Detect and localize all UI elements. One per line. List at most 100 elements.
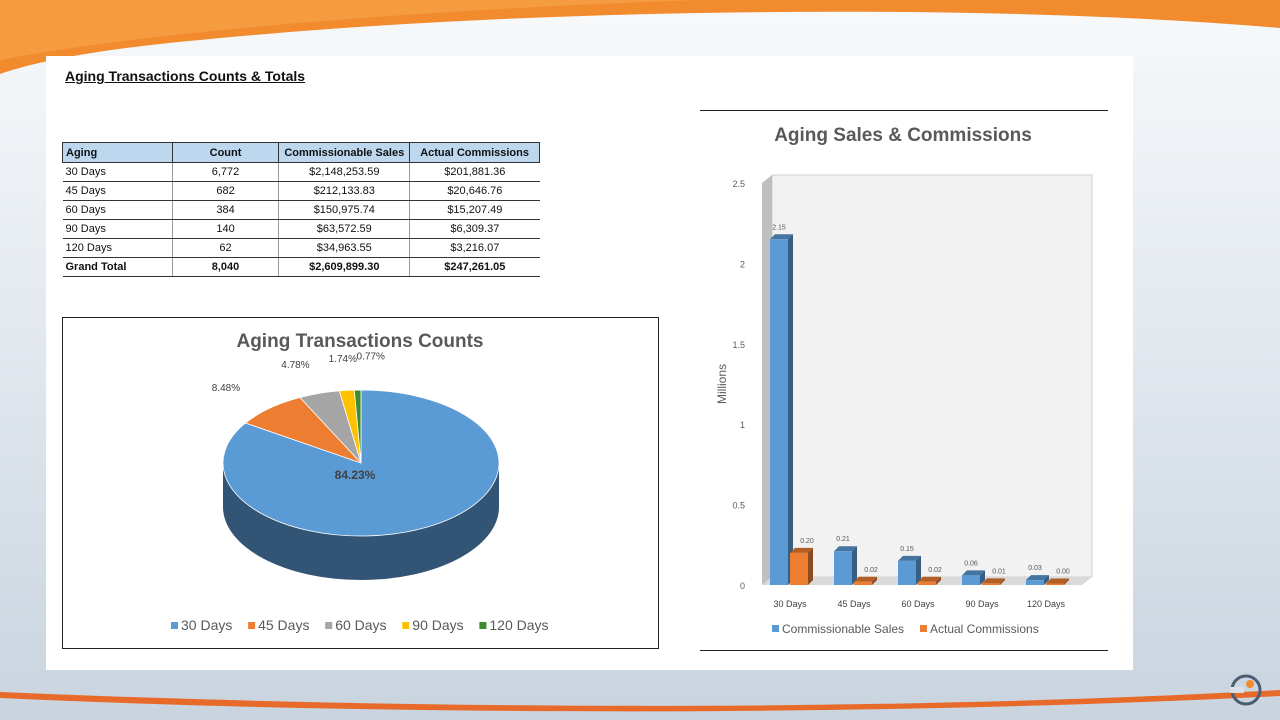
y-tick-label: 2.5 [732,179,745,189]
cell-count: 384 [171,200,279,220]
pie-chart: Aging Transactions Counts 84.23% 8.48% 4.7… [171,331,549,633]
bar-commissionable-sales-120-days [1026,580,1044,585]
bar-top [962,570,985,576]
bar-data-label: 0.20 [800,538,814,545]
legend-swatch [171,622,178,629]
bar-actual-commissions-30-days [790,552,808,585]
plot-side-wall [762,175,772,585]
pie-chart-title: Aging Transactions Counts [236,331,483,352]
cell-actual-commissions: $15,207.49 [409,200,540,220]
pie-slice-side [223,463,499,580]
pie-data-label: 84.23% [335,468,376,482]
total-commissionable-sales: $2,609,899.30 [278,257,410,277]
y-tick-label: 1 [740,420,745,430]
cell-count: 62 [171,238,279,258]
header-count: Count [171,142,280,163]
page-title: Aging Transactions Counts & Totals [65,68,306,84]
cell-aging: 45 Days [62,181,173,201]
bar-top [1046,578,1069,584]
x-tick-label: 120 Days [1027,599,1066,609]
bar-top [834,546,857,552]
header-commissionable-sales: Commissionable Sales [278,142,411,163]
x-tick-label: 45 Days [837,599,871,609]
bar-data-label: 0.02 [928,567,942,574]
bar-chart: Aging Sales & Commissions 0 0.5 1 1.5 2 2.5 Mi… [715,125,1093,636]
bar-top [770,234,793,240]
legend-label: 120 Days [489,617,548,633]
pie-slice-30-days [222,389,500,537]
pie-data-label: 1.74% [329,354,357,365]
x-tick-label: 30 Days [773,599,807,609]
pie-chart-container: Aging Transactions Counts 84.23% 8.48% 4.7… [62,317,659,649]
legend-swatch [920,625,927,632]
bar-top [898,555,921,561]
bar-chart-title: Aging Sales & Commissions [774,125,1032,146]
aging-table: Aging Count Commissionable Sales Actual … [62,142,540,277]
bar-top [1026,575,1049,581]
bar-data-label: 0.03 [1028,565,1042,572]
legend-label: 30 Days [181,617,232,633]
table-row: 60 Days 384 $150,975.74 $15,207.49 [62,200,540,220]
y-tick-label: 0 [740,581,745,591]
legend-label: 90 Days [412,617,463,633]
bar-data-label: 0.01 [992,568,1006,575]
bar-top [790,547,813,553]
cell-actual-commissions: $6,309.37 [409,219,540,239]
x-tick-label: 90 Days [965,599,999,609]
bar-side [808,547,813,585]
bar-data-label: 2.15 [772,224,786,231]
y-tick-label: 0.5 [732,501,745,511]
cell-aging: 60 Days [62,200,173,220]
y-tick-label: 2 [740,259,745,269]
cell-actual-commissions: $20,646.76 [409,181,540,201]
pie-data-label: 4.78% [281,360,309,371]
legend-label: 60 Days [335,617,386,633]
table-total-row: Grand Total 8,040 $2,609,899.30 $247,261… [62,257,540,277]
total-actual-commissions: $247,261.05 [409,257,540,277]
legend-swatch [402,622,410,629]
bar-data-label: 0.06 [964,560,978,567]
bar-side [1000,578,1005,585]
bar-side [852,546,857,585]
table-row: 45 Days 682 $212,133.83 $20,646.76 [62,181,540,201]
pie-data-label: 8.48% [212,383,240,394]
bottom-orange-swoosh [0,690,1280,712]
bar-actual-commissions-60-days [918,581,936,585]
bar-commissionable-sales-30-days [770,239,788,585]
bar-actual-commissions-45-days [854,581,872,585]
cell-count: 140 [171,219,279,239]
total-count: 8,040 [171,257,279,277]
bar-data-label: 0.02 [864,567,878,574]
pie-slice-120-days [353,389,362,464]
table-row: 30 Days 6,772 $2,148,253.59 $201,881.36 [62,162,540,182]
bar-data-label: 0.21 [836,536,850,543]
legend-label: Commissionable Sales [782,622,904,636]
cell-actual-commissions: $3,216.07 [409,238,540,258]
bar-actual-commissions-90-days [982,583,1000,585]
legend-swatch [325,622,333,629]
cell-actual-commissions: $201,881.36 [409,162,540,182]
bar-side [788,234,793,585]
plot-back-wall [771,174,1093,578]
bar-side [872,576,877,585]
cell-commissionable-sales: $63,572.59 [278,219,410,239]
legend-swatch [248,622,256,629]
cell-aging: 90 Days [62,219,173,239]
legend-label: Actual Commissions [930,622,1039,636]
bar-commissionable-sales-90-days [962,575,980,585]
cell-commissionable-sales: $150,975.74 [278,200,410,220]
bar-side [1044,575,1049,585]
bar-commissionable-sales-60-days [898,560,916,585]
bar-actual-commissions-120-days [1046,583,1064,585]
bar-top [918,576,941,582]
legend-label: 45 Days [258,617,309,633]
header-actual-commissions: Actual Commissions [409,142,540,163]
bar-top [982,578,1005,584]
y-axis-label: Millions [715,364,729,404]
legend-swatch [479,622,487,629]
legend-swatch [772,625,779,632]
bar-data-label: 0.15 [900,546,914,553]
bar-side [1064,578,1069,585]
cell-commissionable-sales: $212,133.83 [278,181,410,201]
